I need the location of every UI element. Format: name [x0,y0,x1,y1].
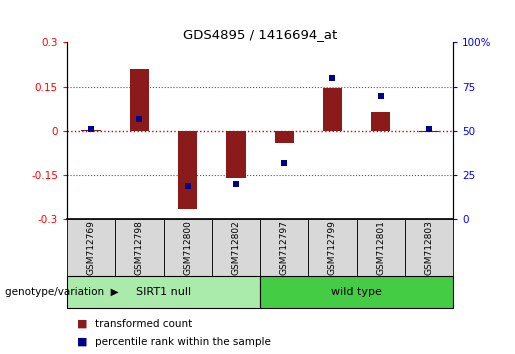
Text: GSM712802: GSM712802 [231,221,241,275]
FancyBboxPatch shape [67,276,260,308]
Text: SIRT1 null: SIRT1 null [136,287,191,297]
Point [425,126,433,132]
Text: ■: ■ [77,337,88,347]
Point [87,126,95,132]
Point [280,160,288,166]
Text: GSM712800: GSM712800 [183,220,192,275]
Text: genotype/variation  ▶: genotype/variation ▶ [5,287,119,297]
Bar [178,131,197,209]
Point [183,183,192,189]
Bar [226,131,246,178]
Bar [274,131,294,143]
FancyBboxPatch shape [212,219,260,276]
FancyBboxPatch shape [67,219,115,276]
Bar [419,131,439,132]
FancyBboxPatch shape [308,219,356,276]
FancyBboxPatch shape [356,219,405,276]
Text: GSM712799: GSM712799 [328,220,337,275]
Text: wild type: wild type [331,287,382,297]
Point [376,93,385,98]
Text: GSM712801: GSM712801 [376,220,385,275]
FancyBboxPatch shape [163,219,212,276]
Title: GDS4895 / 1416694_at: GDS4895 / 1416694_at [183,28,337,41]
Point [135,116,144,121]
FancyBboxPatch shape [405,219,453,276]
Point [329,75,337,81]
Bar [81,130,101,131]
Text: percentile rank within the sample: percentile rank within the sample [95,337,271,347]
Text: transformed count: transformed count [95,319,193,329]
Bar [371,112,390,131]
Text: ■: ■ [77,319,88,329]
Point [232,181,240,187]
Bar [130,69,149,131]
FancyBboxPatch shape [115,219,163,276]
Text: GSM712769: GSM712769 [87,220,96,275]
FancyBboxPatch shape [260,219,308,276]
Text: GSM712798: GSM712798 [135,220,144,275]
Text: GSM712803: GSM712803 [424,220,434,275]
FancyBboxPatch shape [260,276,453,308]
Bar [323,88,342,131]
Text: GSM712797: GSM712797 [280,220,289,275]
